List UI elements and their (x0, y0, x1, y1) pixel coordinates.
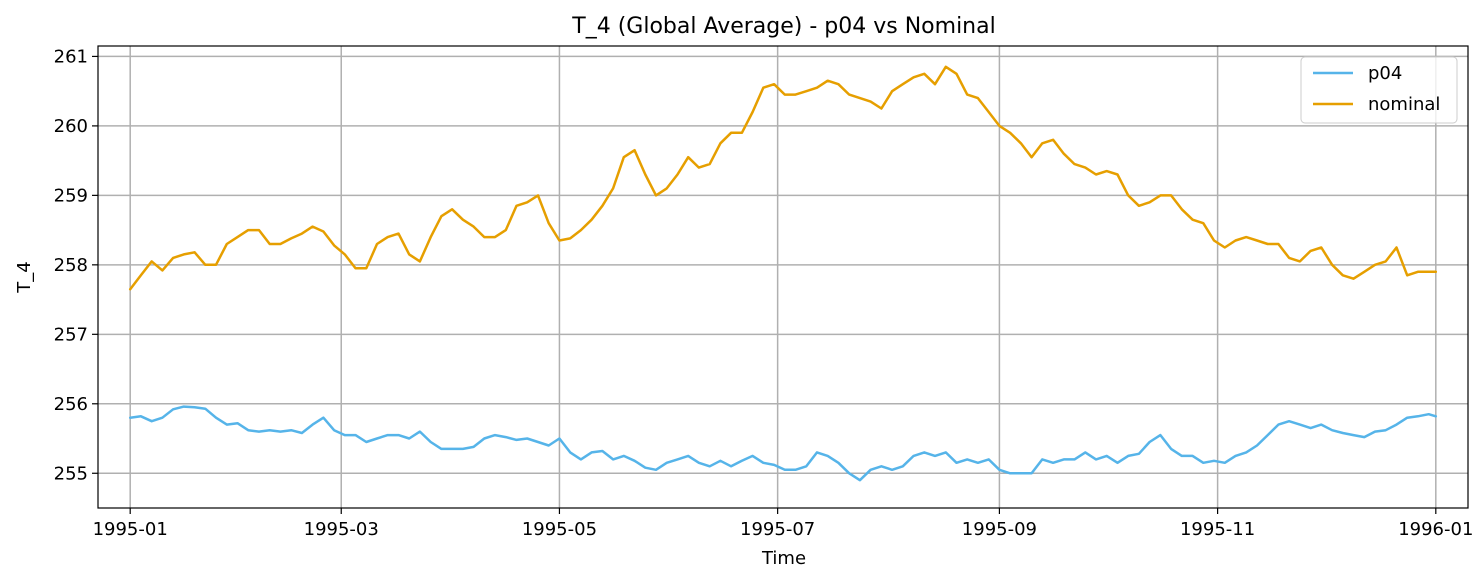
x-axis-title: Time (761, 548, 806, 569)
x-tick-label-5: 1995-11 (1180, 519, 1255, 540)
x-tick-label-6: 1996-01 (1398, 519, 1473, 540)
axis-ticks: 1995-01 1995-03 1995-05 1995-07 1995-09 1995-… (54, 46, 1474, 540)
y-tick-label-4: 259 (54, 185, 88, 206)
series-layer (128, 65, 1438, 482)
series-line-p04 (128, 405, 1438, 482)
legend: p04 nominal (1300, 56, 1458, 124)
legend-label-p04: p04 (1368, 63, 1402, 84)
y-tick-label-6: 261 (54, 46, 88, 67)
legend-label-nominal: nominal (1368, 94, 1440, 115)
series-line-nominal (128, 65, 1438, 291)
grid (98, 46, 1468, 508)
y-tick-label-0: 255 (54, 463, 88, 484)
y-axis-title: T_4 (14, 261, 35, 293)
x-tick-label-0: 1995-01 (93, 519, 168, 540)
chart-title: T_4 (Global Average) - p04 vs Nominal (571, 14, 995, 39)
plot-area-frame (97, 45, 1469, 509)
x-tick-label-4: 1995-09 (962, 519, 1037, 540)
x-tick-label-1: 1995-03 (304, 519, 379, 540)
x-tick-label-2: 1995-05 (522, 519, 597, 540)
y-tick-label-2: 257 (54, 324, 88, 345)
y-tick-label-3: 258 (54, 255, 88, 276)
x-tick-label-3: 1995-07 (740, 519, 815, 540)
y-tick-label-5: 260 (54, 116, 88, 137)
y-tick-label-1: 256 (54, 394, 88, 415)
